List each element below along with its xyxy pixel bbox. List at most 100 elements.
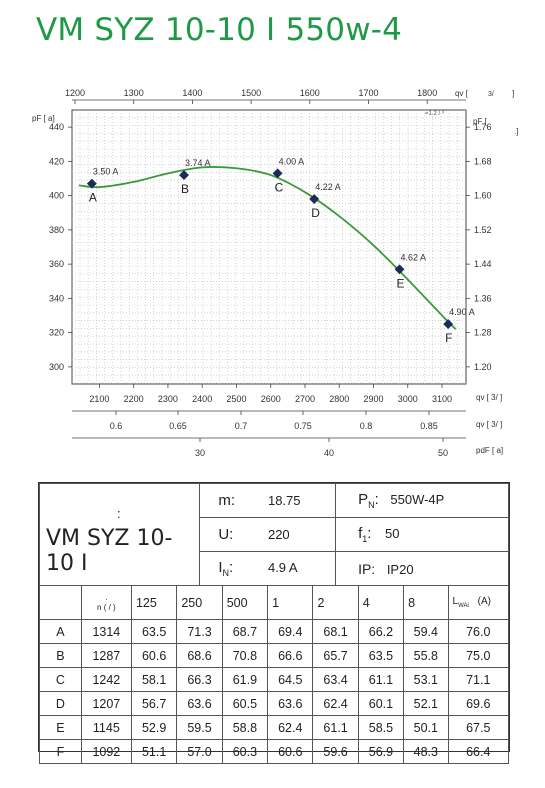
row-value: 61.9 bbox=[221, 667, 269, 692]
power-value: 550W-4P bbox=[390, 492, 445, 507]
point-label-f: F bbox=[445, 331, 452, 345]
row-value: 53.1 bbox=[403, 667, 449, 692]
bottom-tick-label: 2200 bbox=[124, 394, 144, 404]
speed-header-label: n ( / ) bbox=[97, 602, 116, 612]
right-tick-label: 1.36 bbox=[474, 293, 492, 303]
frequency-colon: : bbox=[367, 525, 372, 542]
right-tick-label: 1.60 bbox=[474, 191, 492, 201]
row-value: 68.6 bbox=[176, 643, 223, 668]
row-value: 60.6 bbox=[130, 643, 178, 668]
current-sub: N bbox=[222, 568, 230, 578]
point-current-f: 4.90 A bbox=[449, 307, 475, 317]
freq-header-250: 250 bbox=[176, 585, 223, 620]
point-current-a: 3.50 A bbox=[93, 167, 119, 177]
left-tick-label: 420 bbox=[49, 156, 64, 166]
bottom-tick-label: 2600 bbox=[261, 394, 281, 404]
frequency-value: 50 bbox=[385, 526, 400, 541]
left-tick-label: 340 bbox=[49, 293, 64, 303]
lwa-header-label: L bbox=[452, 596, 459, 607]
row-value: 48.3 bbox=[403, 739, 449, 764]
row-value: 59.4 bbox=[403, 619, 449, 644]
row-value: 70.8 bbox=[221, 643, 269, 668]
left-tick-label: 380 bbox=[49, 225, 64, 235]
left-tick-label: 440 bbox=[49, 122, 64, 132]
current-cell: IN: 4.9 A bbox=[199, 551, 337, 586]
top-tick-label: 1400 bbox=[182, 88, 202, 98]
row-label: C bbox=[39, 667, 82, 692]
bottom-tick-label: 2500 bbox=[226, 394, 246, 404]
frequency-sub: 1 bbox=[362, 534, 368, 544]
top-tick-label: 1600 bbox=[300, 88, 320, 98]
row-value: 60.5 bbox=[221, 691, 269, 716]
freq-header-8k: 8 bbox=[403, 585, 449, 620]
page-title: VM SYZ 10-10 I 550w-4 bbox=[36, 12, 403, 48]
bottom3-tick-label: 50 bbox=[438, 448, 448, 458]
point-current-e: 4.62 A bbox=[401, 252, 427, 262]
row-label: B bbox=[39, 643, 82, 668]
row-speed: 1092 bbox=[80, 739, 132, 764]
right-tick-label: 1.68 bbox=[474, 156, 492, 166]
row-lwa: 69.6 bbox=[447, 691, 510, 716]
row-value: 56.9 bbox=[357, 739, 405, 764]
bottom2-tick-label: 0.8 bbox=[360, 421, 373, 431]
model-colon: : bbox=[117, 506, 121, 521]
frequency-label: f bbox=[358, 525, 363, 542]
table-row: C 1242 58.1 66.3 61.9 64.5 63.4 61.1 53.1 71.1 bbox=[39, 667, 510, 692]
lwa-header: LWAi (A) bbox=[447, 585, 510, 620]
row-speed: 1145 bbox=[80, 715, 132, 740]
model-name: VM SYZ 10-10 I bbox=[46, 526, 173, 576]
left-tick-label: 320 bbox=[49, 328, 64, 338]
table-row: A 1314 63.5 71.3 68.7 69.4 68.1 66.2 59.4 76.0 bbox=[39, 619, 510, 644]
row-label: D bbox=[39, 691, 82, 716]
freq-header-500: 500 bbox=[221, 585, 269, 620]
right-tick-label: 1.28 bbox=[474, 328, 492, 338]
point-marker-d bbox=[309, 194, 320, 204]
bottom2-tick-label: 0.6 bbox=[110, 421, 123, 431]
freq-header-2k: 2 bbox=[312, 585, 359, 620]
table-row: E 1145 52.9 59.5 58.8 62.4 61.1 58.5 50.1 67.5 bbox=[39, 715, 510, 740]
right-tick-label: 1.76 bbox=[474, 122, 492, 132]
current-value: 4.9 A bbox=[267, 560, 298, 575]
right-axis-label: pF [ bbox=[473, 117, 488, 126]
row-value: 68.1 bbox=[312, 619, 359, 644]
row-speed: 1207 bbox=[80, 691, 132, 716]
bottom-tick-label: 3000 bbox=[398, 394, 418, 404]
top-axis-unit: 3/ bbox=[488, 91, 494, 98]
row-value: 57.0 bbox=[176, 739, 223, 764]
bottom2-tick-label: 0.85 bbox=[420, 421, 438, 431]
row-value: 63.6 bbox=[267, 691, 314, 716]
row-value: 63.6 bbox=[176, 691, 223, 716]
bottom-tick-label: 2900 bbox=[363, 394, 383, 404]
freq-header-1k: 1 bbox=[267, 585, 314, 620]
current-colon: : bbox=[229, 559, 234, 576]
top-tick-label: 1700 bbox=[358, 88, 378, 98]
current-label: I bbox=[218, 559, 223, 576]
row-value: 69.4 bbox=[267, 619, 314, 644]
row-value: 58.8 bbox=[221, 715, 269, 740]
point-label-a: A bbox=[89, 191, 97, 205]
row-value: 62.4 bbox=[267, 715, 314, 740]
row-lwa: 75.0 bbox=[447, 643, 510, 668]
row-lwa: 71.1 bbox=[447, 667, 510, 692]
row-value: 50.1 bbox=[403, 715, 449, 740]
row-value: 59.6 bbox=[312, 739, 359, 764]
row-speed: 1314 bbox=[80, 619, 132, 644]
point-current-b: 3.74 A bbox=[185, 158, 211, 168]
row-value: 61.1 bbox=[312, 715, 359, 740]
row-speed: 1242 bbox=[80, 667, 132, 692]
top-tick-label: 1800 bbox=[417, 88, 437, 98]
row-value: 66.3 bbox=[176, 667, 223, 692]
point-marker-a bbox=[86, 178, 97, 189]
bottom-tick-label: 2800 bbox=[329, 394, 349, 404]
octave-corner bbox=[39, 585, 82, 620]
spec-table: : VM SYZ 10-10 I m: 18.75 PN: 550W-4P U:… bbox=[38, 483, 509, 586]
voltage-label: U: bbox=[218, 526, 234, 543]
left-axis-label: pF [ a] bbox=[32, 114, 55, 123]
point-marker-e bbox=[394, 264, 405, 275]
point-marker-f bbox=[443, 319, 454, 330]
point-label-e: E bbox=[397, 276, 405, 290]
row-label: E bbox=[39, 715, 82, 740]
row-value: 60.3 bbox=[221, 739, 269, 764]
voltage-value: 220 bbox=[267, 527, 290, 542]
